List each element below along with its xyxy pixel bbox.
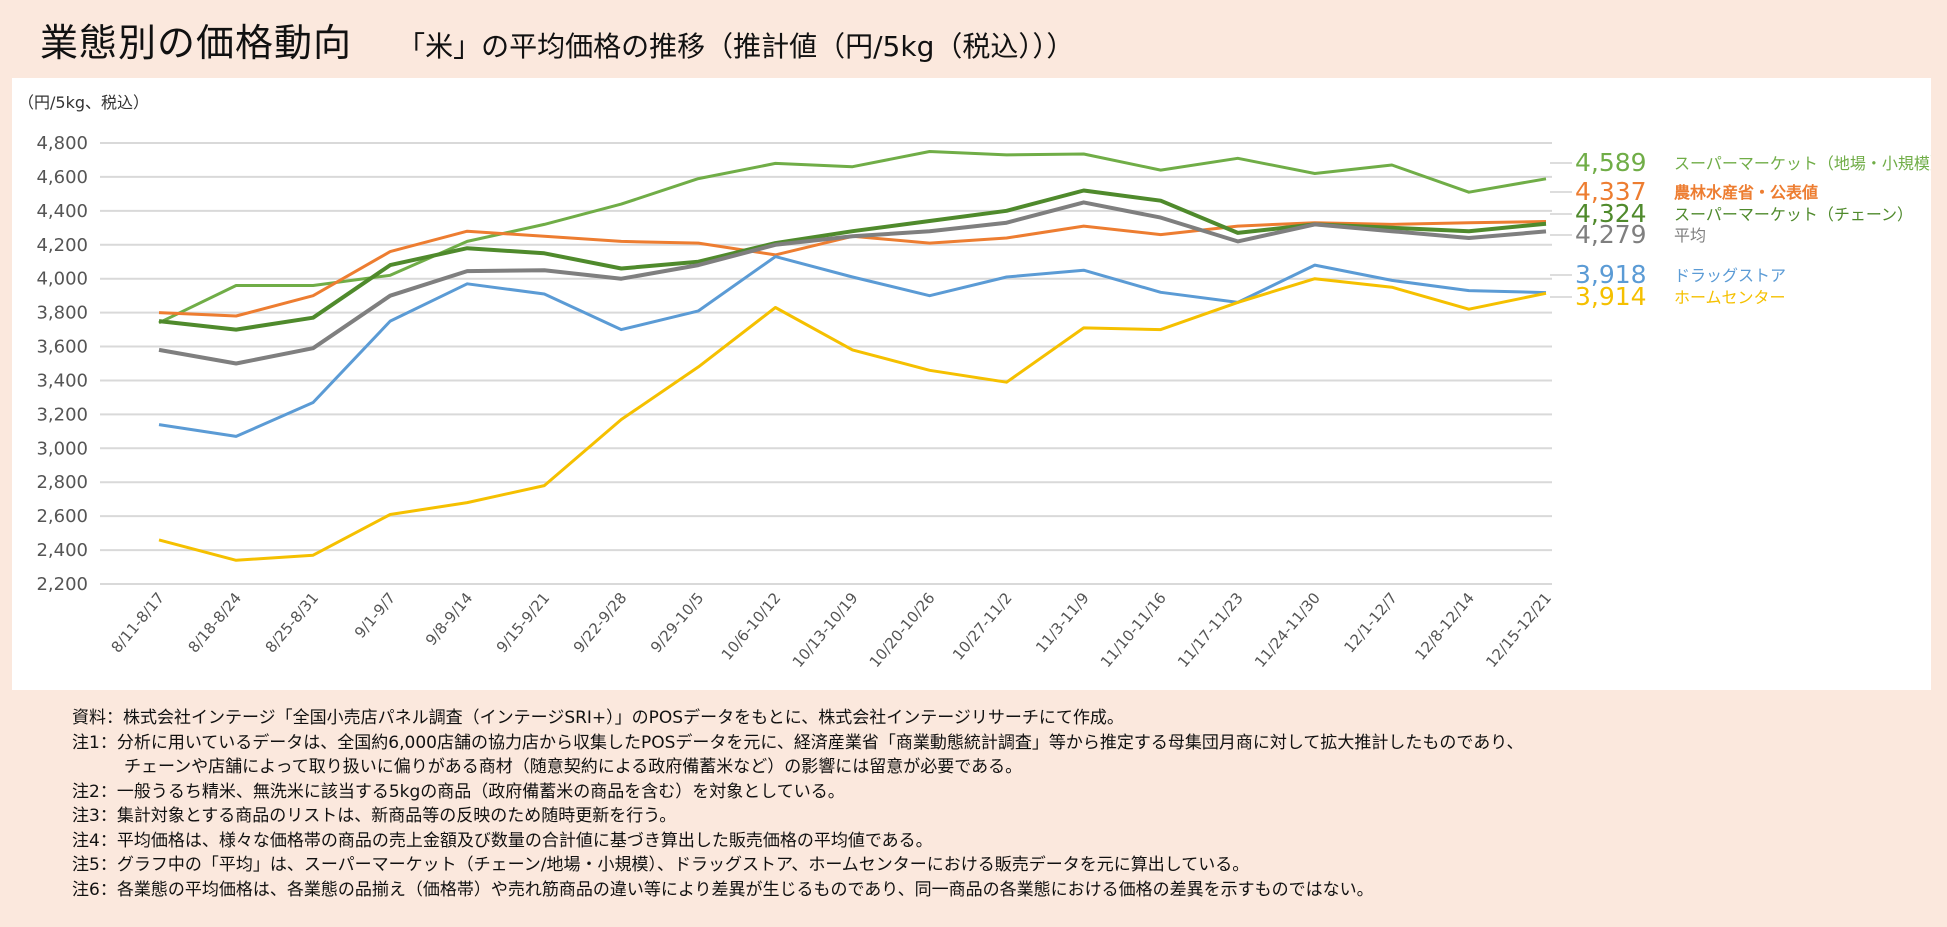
y-tick-label: 3,000 (36, 438, 88, 459)
x-tick-label: 10/27-11/2 (949, 589, 1016, 664)
note-1: 注1：分析に用いているデータは、全国約6,000店舗の協力店から収集したPOSデ… (72, 732, 1524, 753)
x-tick-label: 10/13-10/19 (789, 589, 862, 671)
note-2: 注2：一般うるち精米、無洗米に該当する5kgの商品（政府備蓄米の商品を含む）を対… (72, 781, 845, 802)
note-4: 注4：平均価格は、様々な価格帯の商品の売上金額及び数量の合計値に基づき算出した販… (72, 830, 933, 851)
x-tick-label: 12/1-12/7 (1340, 589, 1401, 656)
x-tick-label: 10/20-10/26 (866, 589, 939, 671)
y-tick-label: 3,600 (36, 337, 88, 358)
x-tick-label: 8/18-8/24 (185, 589, 246, 656)
series-line (158, 150, 1547, 325)
page-title: 業態別の価格動向 「米」の平均価格の推移（推計値（円/5kg（税込））） (40, 12, 1074, 67)
x-tick-label: 10/6-10/12 (718, 589, 785, 664)
series-name: ホームセンター (1674, 288, 1786, 307)
series-end-value: 3,918 (1575, 260, 1647, 289)
y-tick-label: 4,200 (36, 235, 88, 256)
series-name: スーパーマーケット（チェーン） (1674, 205, 1913, 224)
note-5: 注5：グラフ中の「平均」は、スーパーマーケット（チェーン/地場・小規模）、ドラッ… (72, 855, 1250, 875)
y-tick-label: 2,200 (36, 574, 88, 595)
series-end-value: 3,914 (1575, 282, 1647, 311)
x-tick-label: 8/25-8/31 (262, 589, 323, 656)
y-tick-label: 4,400 (36, 201, 88, 222)
chart-panel: （円/5kg、税込） 4,800 4,600 4,400 4,200 4,000 3,800… (12, 78, 1931, 690)
y-tick-label: 3,800 (36, 303, 88, 324)
y-tick-label: 3,200 (36, 404, 88, 425)
y-axis-label: （円/5kg、税込） (18, 93, 149, 112)
y-tick-label: 2,800 (36, 472, 88, 493)
y-tick-label: 2,600 (36, 506, 88, 527)
x-tick-label: 9/22-9/28 (570, 589, 631, 656)
y-tick-label: 3,400 (36, 370, 88, 391)
x-tick-label: 9/8-9/14 (422, 589, 476, 649)
x-tick-label: 9/1-9/7 (351, 589, 399, 642)
series-line (158, 200, 1547, 366)
title-sub: 「米」の平均価格の推移（推計値（円/5kg（税込））） (397, 30, 1075, 63)
y-tick-label: 4,000 (36, 269, 88, 290)
series-name: スーパーマーケット（地場・小規模） (1674, 154, 1931, 173)
x-tick-label: 11/17-11/23 (1174, 589, 1247, 671)
series-line (158, 255, 1547, 438)
x-tick-label: 11/3-11/9 (1032, 589, 1093, 656)
series-end-value: 4,279 (1575, 220, 1647, 249)
note-source: 資料：株式会社インテージ「全国小売店パネル調査（インテージSRI+）」のPOSデ… (72, 708, 1124, 728)
x-tick-label: 9/15-9/21 (493, 589, 554, 656)
y-tick-label: 4,600 (36, 167, 88, 188)
x-tick-label: 12/15-12/21 (1482, 589, 1555, 671)
notes: 資料：株式会社インテージ「全国小売店パネル調査（インテージSRI+）」のPOSデ… (72, 706, 1524, 902)
note-6: 注6：各業態の平均価格は、各業態の品揃え（価格帯）や売れ筋商品の違い等により差異… (72, 879, 1374, 900)
x-tick-label: 11/10-11/16 (1097, 589, 1170, 671)
series-name: ドラッグストア (1674, 266, 1786, 285)
series-name: 農林水産省・公表値 (1674, 183, 1818, 202)
note-1-cont: チェーンや店舗によって取り扱いに偏りがある商材（随意契約による政府備蓄米など）の… (124, 757, 1023, 777)
series-end-value: 4,337 (1575, 177, 1647, 206)
note-3: 注3：集計対象とする商品のリストは、新商品等の反映のため随時更新を行う。 (72, 806, 677, 826)
y-tick-label: 4,800 (36, 133, 88, 154)
title-main: 業態別の価格動向 (40, 21, 353, 65)
x-tick-label: 12/8-12/14 (1411, 589, 1478, 664)
series-name: 平均 (1674, 226, 1706, 245)
line-chart: （円/5kg、税込） 4,800 4,600 4,400 4,200 4,000 3,800… (18, 93, 1931, 671)
series-end-value: 4,589 (1575, 148, 1647, 177)
x-tick-label: 11/24-11/30 (1251, 589, 1324, 671)
x-tick-label: 8/11-8/17 (107, 589, 168, 656)
series-end-value: 4,324 (1575, 199, 1647, 228)
y-tick-label: 2,400 (36, 540, 88, 561)
series-line (158, 277, 1547, 562)
x-tick-label: 9/29-10/5 (647, 589, 708, 656)
